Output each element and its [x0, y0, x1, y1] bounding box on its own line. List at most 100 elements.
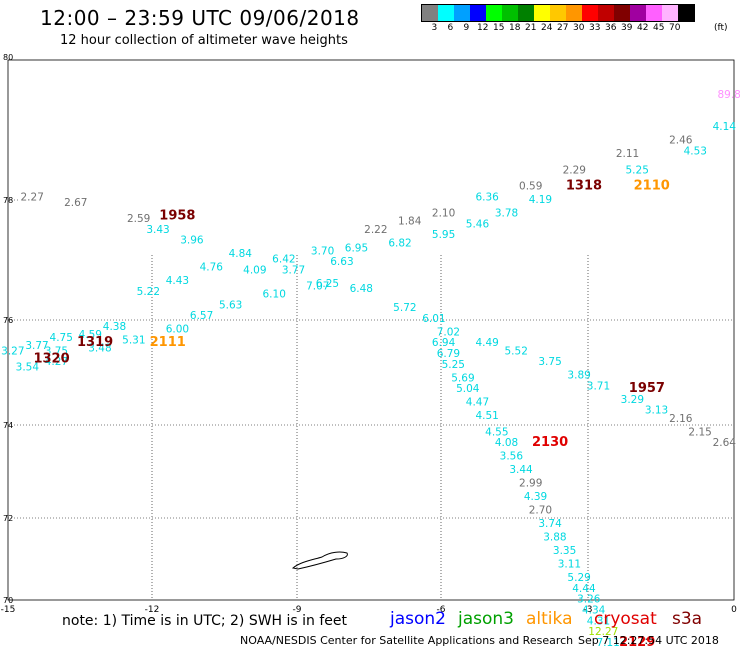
wave-height-value: 5.04: [456, 383, 480, 395]
color-scale-label: 45: [653, 23, 665, 33]
legend-item-altika: altika: [526, 609, 573, 629]
color-scale-label: 42: [637, 23, 649, 33]
wave-height-value: 7.11: [596, 637, 619, 649]
color-scale-label: 21: [525, 23, 537, 33]
wave-height-value: 5.63: [219, 299, 242, 311]
wave-height-value: 2.70: [529, 505, 552, 517]
color-scale-bar: [421, 4, 695, 22]
wave-height-value: 5.25: [626, 164, 649, 176]
color-swatch: [646, 5, 662, 21]
map-title: 12:00 – 23:59 UTC 09/06/2018: [40, 6, 360, 30]
color-swatch: [502, 5, 518, 21]
wave-height-value: 4.19: [529, 194, 552, 206]
wave-height-value: 4.55: [485, 426, 508, 438]
color-swatch: [550, 5, 566, 21]
wave-height-value: 3.96: [180, 235, 204, 247]
wave-height-value: 4.39: [524, 491, 547, 503]
wave-height-value: 4.47: [466, 397, 489, 409]
footer-note: note: 1) Time is in UTC; 2) SWH is in fe…: [62, 613, 348, 629]
color-swatch: [486, 5, 502, 21]
wave-height-value: 1.84: [398, 216, 422, 228]
color-scale-label: 6: [447, 23, 454, 33]
color-swatch: [518, 5, 534, 21]
wave-height-value: 4.31: [587, 615, 610, 627]
color-scale-label: 36: [605, 23, 617, 33]
wave-height-value: 5.69: [451, 372, 474, 384]
color-swatch: [678, 5, 694, 21]
color-scale-label: 24: [541, 23, 553, 33]
wave-height-value: 3.29: [621, 394, 644, 406]
color-swatch: [422, 5, 438, 21]
wave-height-value: 6.01: [422, 313, 445, 325]
color-scale-label: 33: [589, 23, 601, 33]
pass-time-label: 1318: [566, 179, 602, 194]
color-swatch: [598, 5, 614, 21]
color-swatch: [662, 5, 678, 21]
wave-height-value: 3.75: [45, 345, 68, 357]
wave-height-value: 2.11: [616, 148, 639, 160]
wave-height-value: 7.02: [437, 326, 460, 338]
pass-time-label: 2130: [532, 435, 568, 450]
wave-height-value: 4.49: [475, 337, 498, 349]
wave-height-value: 5.29: [567, 572, 590, 584]
wave-height-value: 6.10: [263, 289, 286, 301]
color-scale-label: 18: [509, 23, 521, 33]
wave-height-value: 3.89: [567, 370, 590, 382]
wave-height-value: 3.48: [88, 343, 111, 355]
pass-time-label: 2129: [619, 635, 655, 650]
legend-item-jason3: jason3: [458, 609, 514, 629]
wave-height-value: 3.13: [645, 405, 668, 417]
wave-height-value: 3.43: [146, 224, 169, 236]
wave-height-value: 4.14: [713, 121, 737, 133]
wave-height-value: 2.16: [669, 413, 693, 425]
latitude-tick-label: 80: [3, 53, 13, 62]
wave-height-value: 3.56: [500, 451, 524, 463]
wave-height-value: 3.35: [553, 545, 576, 557]
legend-item-s3a: s3a: [672, 609, 703, 629]
wave-height-value: 0.59: [519, 181, 542, 193]
wave-height-value: 2.67: [64, 197, 87, 209]
wave-height-value: 3.44: [509, 464, 533, 476]
wave-height-value: 7.07: [306, 281, 329, 293]
wave-height-value: 3.71: [587, 380, 610, 392]
wave-height-value: 2.46: [669, 135, 693, 147]
longitude-tick-label: -15: [1, 605, 16, 615]
wave-height-value: 6.79: [437, 348, 460, 360]
wave-height-value: 4.84: [229, 248, 253, 260]
color-scale-label: 3: [431, 23, 438, 33]
wave-height-value: 6.63: [330, 256, 353, 268]
wave-height-value: 2.10: [432, 208, 455, 220]
latitude-tick-label: 78: [3, 196, 13, 205]
wave-height-value: 6.00: [166, 324, 189, 336]
wave-height-value: 4.53: [684, 146, 707, 158]
pass-time-label: 2111: [150, 335, 186, 350]
wave-height-value: 5.31: [122, 335, 145, 347]
legend-item-jason2: jason2: [390, 609, 446, 629]
longitude-tick-label: -6: [437, 605, 446, 615]
color-scale-label: 9: [463, 23, 470, 33]
color-swatch: [614, 5, 630, 21]
wave-height-value: 3.26: [577, 594, 601, 606]
wave-height-value: 2.99: [519, 478, 542, 490]
wave-height-value: 4.27: [45, 356, 68, 368]
color-scale-label: 15: [493, 23, 505, 33]
wave-height-value: 6.95: [345, 243, 368, 255]
wave-height-value: 6.25: [316, 278, 339, 290]
longitude-tick-label: -3: [584, 605, 593, 615]
wave-height-value: 3.11: [558, 559, 581, 571]
wave-height-value: 3.54: [16, 362, 40, 374]
wave-height-value: 4.38: [103, 321, 126, 333]
color-scale-unit: (ft): [714, 23, 728, 33]
wave-height-value: 6.42: [272, 254, 295, 266]
wave-height-value: 3.74: [538, 518, 562, 530]
wave-height-value: 3.70: [311, 245, 334, 257]
latitude-tick-label: 70: [3, 596, 13, 605]
pass-time-label: 1320: [33, 351, 69, 366]
wave-height-value: 3.27: [1, 345, 24, 357]
color-swatch: [454, 5, 470, 21]
color-scale-label: 70: [669, 23, 681, 33]
wave-height-value: 3.78: [495, 208, 518, 220]
wave-height-value: 6.48: [350, 283, 373, 295]
latitude-tick-label: 74: [3, 421, 13, 430]
legend-item-cryosat: cryosat: [594, 609, 657, 629]
